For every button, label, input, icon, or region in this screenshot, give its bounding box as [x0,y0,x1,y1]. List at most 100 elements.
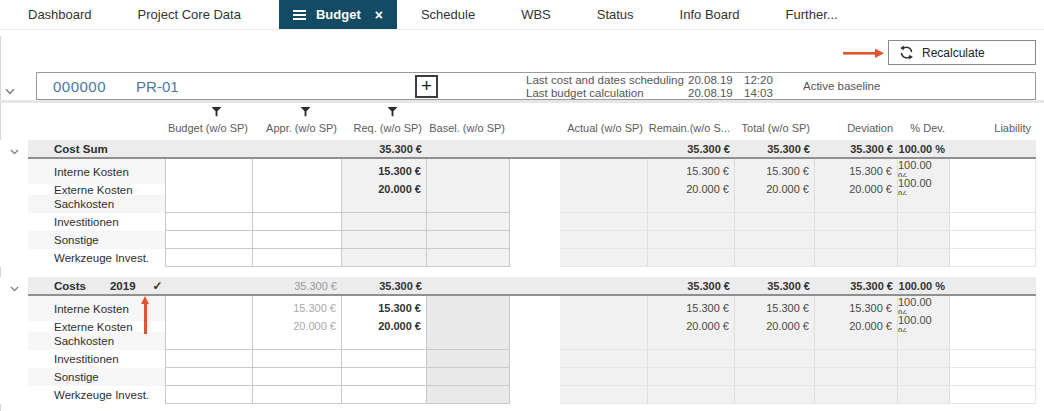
cell-remain [648,231,735,249]
cell-budget[interactable] [165,231,253,249]
cell-req [342,213,427,231]
tab-label: Budget [316,7,361,22]
cell-budget[interactable] [165,368,253,386]
cell-budget[interactable] [165,213,253,231]
table-row: Externe Kosten20.000 €20.000 €20.000 €20… [0,177,1044,195]
column-header-req[interactable]: Req. (w/o SP) [342,104,427,138]
hamburger-icon[interactable] [293,10,306,20]
cell-deviation [815,332,898,350]
column-header-total[interactable]: Total (w/o SP) [735,104,815,138]
project-box[interactable]: 000000 PR-01 + Last cost and dates sched… [36,72,1036,100]
chevron-down-icon[interactable] [10,141,19,159]
group-label-cell: Costs2019✓ [28,277,165,296]
row-gutter [0,195,28,213]
cell-budget[interactable] [165,332,253,350]
filter-icon[interactable] [300,107,311,119]
row-gap [510,368,560,386]
cell-liability [950,332,1036,350]
tab-info-board[interactable]: Info Board [680,0,740,29]
cell-budget[interactable] [165,249,253,267]
cell-actual [560,386,648,404]
approval-pointer-arrow [141,296,150,334]
cell-appr[interactable] [253,368,342,386]
cell-liability [950,195,1036,213]
recalculate-button[interactable]: Recalculate [888,40,1036,65]
tab-dashboard[interactable]: Dashboard [28,0,92,29]
column-header-basel[interactable]: Basel. (w/o SP) [427,104,510,138]
table-row: Investitionen [0,350,1044,368]
tab-budget[interactable]: Budget × [279,0,397,29]
group-cell-req: 35.300 € [342,277,427,296]
tab-project-core-data[interactable]: Project Core Data [138,0,241,29]
recalculate-pointer-arrow [843,47,885,59]
cell-appr[interactable] [253,332,342,350]
add-budget-line-button[interactable]: + [415,75,438,98]
cell-liability [950,231,1036,249]
close-tab-icon[interactable]: × [375,7,383,23]
cell-appr[interactable] [253,231,342,249]
cell-total [735,249,815,267]
cell-total [735,231,815,249]
cell-pdev [898,213,950,231]
filter-icon[interactable] [387,107,398,119]
cell-total [735,195,815,213]
tab-wbs[interactable]: WBS [521,0,551,29]
group-label-cell: Cost Sum [28,140,165,159]
cell-appr[interactable] [253,213,342,231]
section-costs-2019: Costs2019✓35.300 €35.300 €35.300 €35.300… [0,277,1044,404]
project-collapse-chevron[interactable] [5,81,15,99]
cell-appr[interactable] [253,350,342,368]
group-cell-appr [253,140,342,159]
cell-req[interactable] [342,350,427,368]
row-gutter [0,249,28,267]
filter-icon[interactable] [211,107,222,119]
column-header-deviation[interactable]: Deviation [815,104,898,138]
column-header-actual[interactable]: Actual (w/o SP) [560,104,648,138]
column-header-budget[interactable]: Budget (w/o SP) [165,104,253,138]
group-cell-actual [560,140,648,159]
group-cell-actual [560,277,648,296]
cell-req[interactable] [342,368,427,386]
table-header-row: Budget (w/o SP)Appr. (w/o SP)Req. (w/o S… [0,104,1044,138]
chevron-down-icon[interactable] [10,278,19,296]
tab-bar: Dashboard Project Core Data Budget × Schedul… [0,0,1044,30]
cell-basel [427,231,510,249]
row-label: Investitionen [28,350,165,368]
row-label: Werkzeuge Invest. [28,386,165,404]
cell-budget[interactable] [165,195,253,213]
column-header-liability[interactable]: Liability [950,104,1036,138]
table-row: Werkzeuge Invest. [0,386,1044,404]
tab-schedule[interactable]: Schedule [421,0,475,29]
cell-req [342,195,427,213]
last-budget-calc-time: 14:03 [744,87,784,100]
cell-basel [427,195,510,213]
cell-appr[interactable] [253,386,342,404]
group-row: Cost Sum35.300 €35.300 €35.300 €35.300 €… [0,140,1044,159]
cell-appr[interactable] [253,195,342,213]
cell-req[interactable] [342,386,427,404]
cell-pdev [898,368,950,386]
cell-total [735,213,815,231]
header-divider [0,100,1044,103]
cell-appr[interactable] [253,249,342,267]
cell-actual [560,350,648,368]
cell-req[interactable] [342,332,427,350]
cell-budget[interactable] [165,350,253,368]
cell-actual [560,332,648,350]
budget-table: Budget (w/o SP)Appr. (w/o SP)Req. (w/o S… [0,104,1044,411]
group-gap [510,277,560,296]
row-label: Sachkosten [28,332,165,350]
cell-budget[interactable] [165,386,253,404]
cell-total [735,332,815,350]
group-cell-remain: 35.300 € [648,277,735,296]
cell-deviation [815,231,898,249]
cell-liability [950,386,1036,404]
cell-deviation [815,195,898,213]
column-header-pdev[interactable]: % Dev. [898,104,950,138]
refresh-icon [899,45,914,60]
tab-status[interactable]: Status [597,0,634,29]
scheduling-info: Last cost and dates scheduling 20.08.19 … [526,74,784,100]
tab-further[interactable]: Further... [786,0,838,29]
column-header-appr[interactable]: Appr. (w/o SP) [253,104,342,138]
column-header-remain[interactable]: Remain.(w/o S... [648,104,735,138]
